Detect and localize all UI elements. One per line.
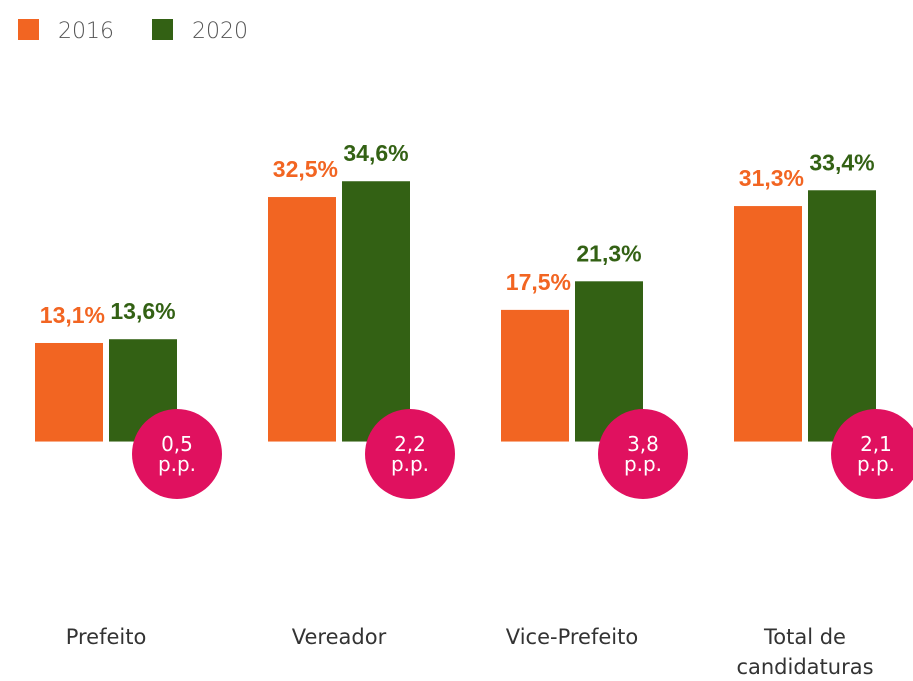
- bar: [268, 197, 336, 442]
- value-label: 33,4%: [809, 149, 874, 175]
- difference-badge: 3,8 p.p.: [598, 409, 688, 499]
- value-label: 34,6%: [343, 140, 408, 166]
- legend-swatch: [18, 19, 39, 40]
- legend-label: 2020: [192, 19, 248, 44]
- legend-swatch: [152, 19, 173, 40]
- x-tick-label: Vice-Prefeito: [505, 625, 639, 649]
- x-tick-label: Total de candidaturas: [736, 625, 874, 679]
- value-label: 31,3%: [739, 165, 804, 191]
- bar: [734, 206, 802, 442]
- legend-label: 2016: [58, 19, 114, 44]
- bar: [808, 190, 876, 442]
- bar: [342, 181, 410, 442]
- value-label: 17,5%: [506, 269, 571, 295]
- value-label: 21,3%: [576, 240, 641, 266]
- value-label: 32,5%: [273, 156, 338, 182]
- x-tick-label: Vereador: [291, 625, 387, 649]
- difference-badge: 2,1 p.p.: [831, 409, 913, 499]
- value-label: 13,1%: [40, 302, 105, 328]
- difference-badge: 2,2 p.p.: [365, 409, 455, 499]
- bar: [501, 309, 569, 442]
- x-tick-label: Prefeito: [65, 625, 147, 649]
- difference-badge: 0,5 p.p.: [132, 409, 222, 499]
- bar: [35, 342, 103, 442]
- value-label: 13,6%: [110, 298, 175, 324]
